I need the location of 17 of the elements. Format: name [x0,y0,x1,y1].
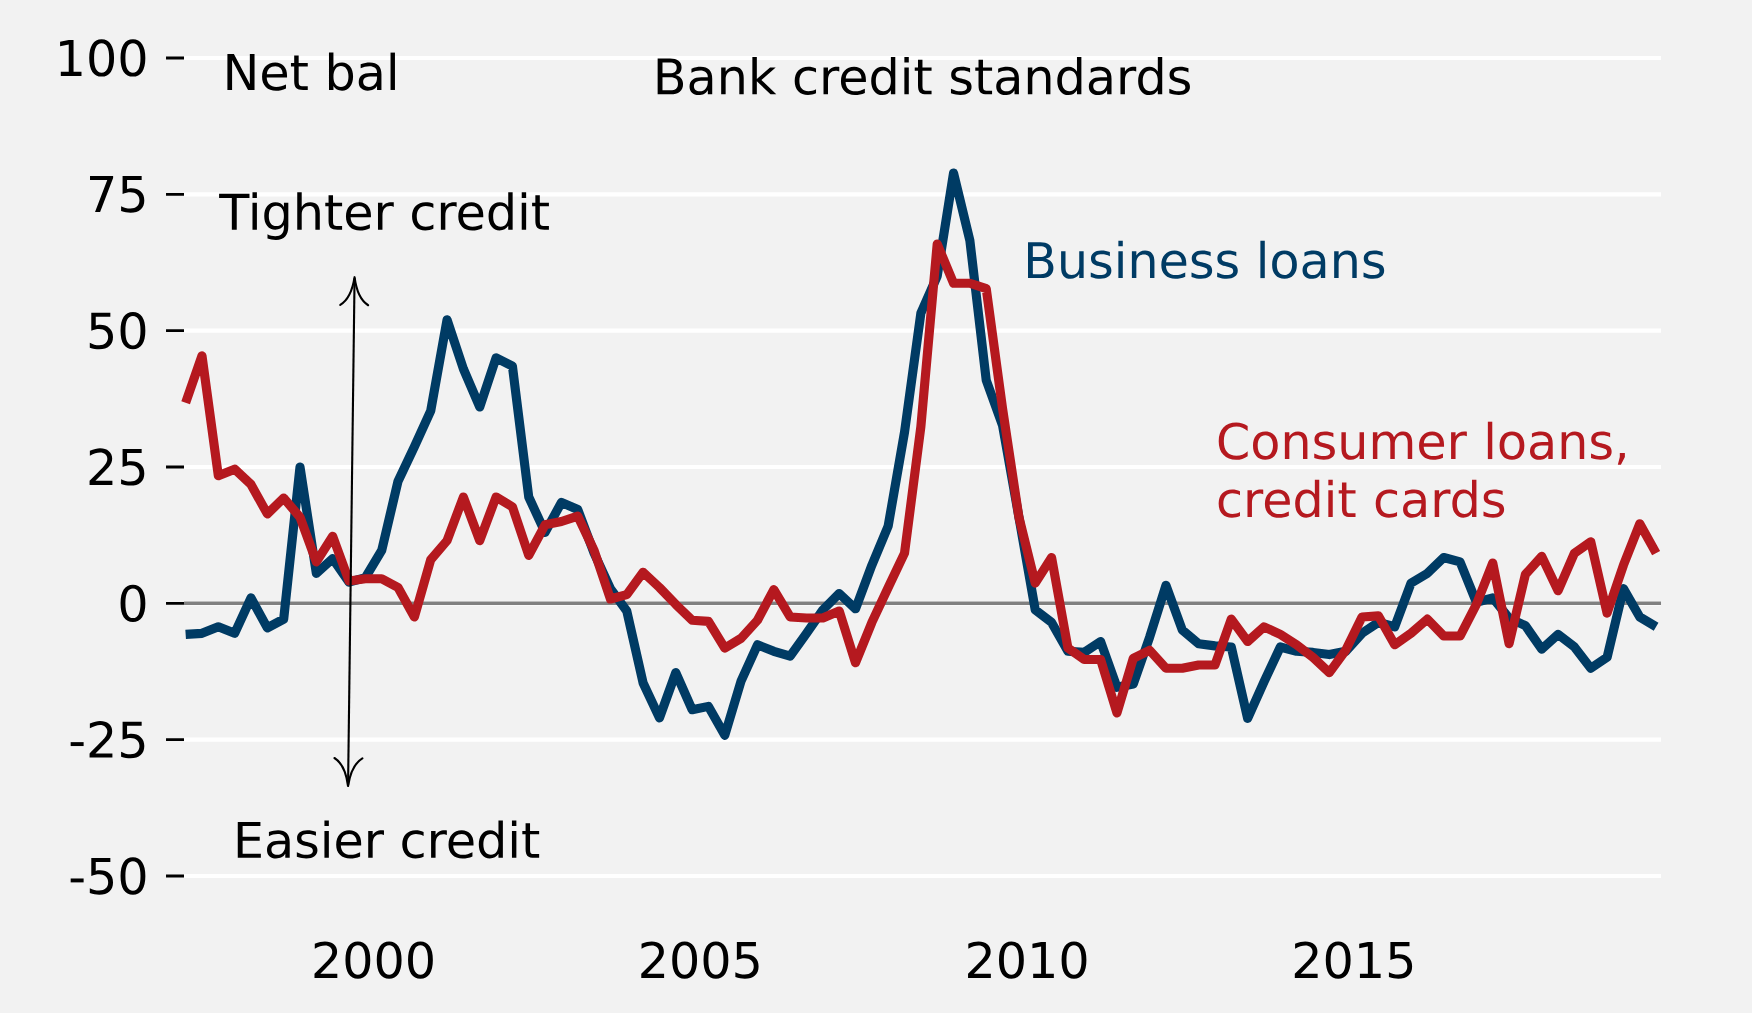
y-tick-label: 50 [89,312,146,350]
x-tick-label: 2015 [1294,941,1413,979]
x-tick-label: 2005 [641,941,759,979]
series-label: Consumer loans, credit cards [1218,421,1625,518]
y-axis-title: Net bal [227,52,395,91]
y-tick-label: 25 [89,448,145,486]
y-tick-label: -50 [70,857,146,895]
annotation: Easier credit [237,820,540,859]
y-tick-label: -25 [70,721,145,759]
y-tick-label: 75 [90,176,145,213]
y-tick-label: 0 [120,584,146,622]
x-tick-label: 2000 [314,941,433,979]
y-tick-label: 100 [60,39,146,77]
x-tick-label: 2010 [968,941,1087,979]
annotation: Tighter credit [219,192,549,240]
chart-title: Bank credit standards [657,56,1190,96]
series-label: Business loans [1028,240,1385,279]
